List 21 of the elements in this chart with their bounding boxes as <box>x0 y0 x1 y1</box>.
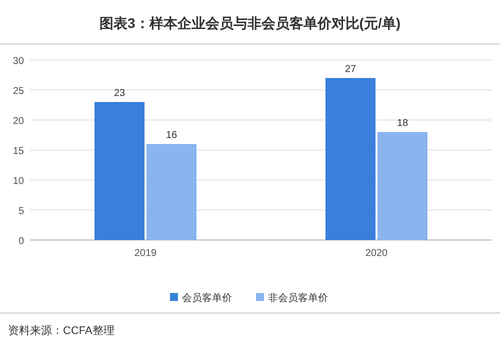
text: 资料来源：CCFA整理 <box>8 324 114 337</box>
data-label: 23 <box>114 88 126 99</box>
x-tick-label: 2019 <box>134 248 158 259</box>
chart-title: 图表3：样本企业会员与非会员客单价对比(元/单) <box>100 15 400 31</box>
y-tick-label: 25 <box>12 86 24 97</box>
bar <box>378 132 428 240</box>
data-label: 16 <box>166 130 178 141</box>
y-tick-label: 0 <box>18 236 24 247</box>
y-tick-label: 30 <box>12 56 24 67</box>
data-label: 18 <box>396 118 408 129</box>
y-tick-label: 10 <box>12 176 24 187</box>
y-tick-label: 5 <box>18 206 24 217</box>
data-label: 27 <box>344 64 356 75</box>
legend-label: 非会员客单价 <box>268 292 328 304</box>
bar <box>146 144 196 240</box>
x-tick-label: 2020 <box>365 248 388 259</box>
bar <box>94 102 144 240</box>
y-tick-label: 20 <box>12 116 24 127</box>
y-tick-label: 15 <box>12 146 24 157</box>
legend-label: 会员客单价 <box>182 292 232 304</box>
bar <box>326 78 376 240</box>
